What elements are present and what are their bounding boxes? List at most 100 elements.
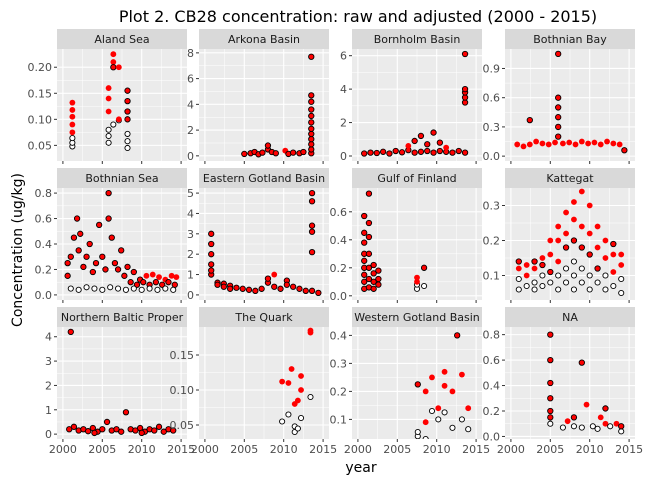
y-tick-label: 0.4 bbox=[35, 238, 53, 251]
raw-point bbox=[428, 407, 436, 415]
raw-point bbox=[618, 428, 625, 435]
raw-and-adjusted-point bbox=[151, 427, 158, 434]
raw-and-adjusted-point bbox=[555, 50, 562, 58]
adjusted-point bbox=[610, 251, 617, 258]
raw-and-adjusted-point bbox=[308, 198, 316, 205]
raw-and-adjusted-point bbox=[113, 426, 120, 433]
facet-strip-label: Eastern Gotland Basin bbox=[203, 172, 325, 185]
raw-and-adjusted-point bbox=[264, 275, 272, 282]
adjusted-point bbox=[604, 138, 610, 145]
raw-point bbox=[578, 279, 585, 286]
facet-strip-label: NA bbox=[562, 311, 578, 324]
raw-and-adjusted-point bbox=[515, 258, 522, 265]
raw-and-adjusted-point bbox=[420, 264, 428, 271]
facet-panel: Gulf of Finland 0.0 0.2 0.4 0.6 bbox=[330, 168, 482, 303]
y-tick-label: 0.6 bbox=[483, 354, 501, 367]
adjusted-point bbox=[459, 371, 465, 378]
y-tick-label: 2 bbox=[45, 379, 52, 392]
raw-and-adjusted-point bbox=[241, 150, 248, 158]
raw-point bbox=[105, 132, 112, 140]
y-tick-label: 0.4 bbox=[330, 234, 348, 247]
raw-and-adjusted-point bbox=[96, 221, 103, 229]
x-tick-label: 2010 bbox=[423, 443, 451, 456]
adjusted-point bbox=[602, 420, 609, 427]
adjusted-point bbox=[571, 216, 577, 223]
facet-strip bbox=[57, 168, 187, 188]
raw-and-adjusted-point bbox=[208, 230, 215, 237]
raw-and-adjusted-point bbox=[67, 328, 74, 336]
adjusted-point bbox=[533, 138, 540, 145]
raw-point bbox=[563, 265, 570, 272]
raw-and-adjusted-point bbox=[308, 125, 315, 132]
facet-strip-label: Western Gotland Basin bbox=[354, 311, 479, 324]
y-tick-label: 0.10 bbox=[170, 384, 195, 397]
adjusted-point bbox=[515, 265, 522, 272]
raw-and-adjusted-point bbox=[547, 414, 554, 421]
adjusted-point bbox=[616, 141, 623, 148]
raw-and-adjusted-point bbox=[77, 230, 84, 237]
raw-and-adjusted-point bbox=[308, 130, 315, 138]
raw-and-adjusted-point bbox=[547, 331, 554, 338]
raw-and-adjusted-point bbox=[252, 287, 259, 294]
y-tick-label: 0.20 bbox=[28, 61, 53, 74]
adjusted-point bbox=[441, 382, 448, 389]
facet-strip bbox=[199, 307, 329, 327]
raw-and-adjusted-point bbox=[92, 259, 100, 267]
raw-and-adjusted-point bbox=[124, 108, 131, 115]
y-tick-label: 1 bbox=[45, 404, 52, 417]
raw-and-adjusted-point bbox=[214, 281, 221, 288]
raw-point bbox=[563, 279, 570, 286]
facet-strip-label: Bothnian Sea bbox=[85, 172, 158, 185]
raw-and-adjusted-point bbox=[99, 426, 106, 433]
adjusted-point bbox=[435, 405, 442, 412]
data-points bbox=[66, 328, 177, 437]
raw-and-adjusted-point bbox=[171, 281, 178, 288]
adjusted-point bbox=[560, 140, 566, 147]
adjusted-point bbox=[563, 230, 569, 237]
x-tick-label: 2000 bbox=[49, 443, 77, 456]
facet-panel: Bothnian Sea 0.0 0.2 0.4 0.6 0.8 bbox=[35, 168, 187, 303]
raw-and-adjusted-point bbox=[370, 261, 377, 269]
raw-and-adjusted-point bbox=[430, 129, 437, 136]
facet-panel: Western Gotland Basin 0.1 0.2 0.3 0.4 2000 200… bbox=[330, 307, 490, 456]
raw-and-adjusted-point bbox=[160, 428, 167, 435]
raw-and-adjusted-point bbox=[370, 278, 377, 285]
raw-and-adjusted-point bbox=[271, 283, 278, 290]
raw-point bbox=[294, 425, 301, 432]
adjusted-point bbox=[555, 237, 562, 244]
raw-and-adjusted-point bbox=[539, 261, 546, 269]
raw-and-adjusted-point bbox=[86, 240, 93, 248]
raw-point bbox=[531, 279, 538, 286]
adjusted-point bbox=[69, 129, 76, 136]
raw-and-adjusted-point bbox=[547, 395, 554, 402]
raw-and-adjusted-point bbox=[73, 215, 81, 222]
raw-and-adjusted-point bbox=[296, 285, 303, 292]
x-tick-label: 2005 bbox=[230, 443, 258, 456]
raw-and-adjusted-point bbox=[449, 149, 456, 156]
y-tick-label: 0.3 bbox=[483, 121, 501, 134]
raw-point bbox=[578, 424, 585, 431]
raw-point bbox=[154, 286, 161, 293]
raw-point bbox=[531, 286, 538, 293]
adjusted-point bbox=[143, 272, 150, 279]
raw-and-adjusted-point bbox=[105, 215, 112, 222]
chart-title: Plot 2. CB28 concentration: raw and adju… bbox=[119, 7, 597, 26]
raw-and-adjusted-point bbox=[308, 98, 315, 105]
raw-point bbox=[285, 411, 292, 418]
x-tick-label: 2015 bbox=[167, 443, 195, 456]
y-tick-label: 4 bbox=[45, 331, 52, 344]
raw-and-adjusted-point bbox=[570, 237, 578, 244]
raw-and-adjusted-point bbox=[308, 287, 316, 294]
adjusted-point bbox=[563, 209, 569, 216]
y-tick-label: 0 bbox=[340, 150, 347, 163]
raw-and-adjusted-point bbox=[308, 222, 316, 229]
adjusted-point bbox=[566, 139, 573, 146]
y-tick-label: 4 bbox=[187, 98, 194, 111]
raw-point bbox=[124, 138, 131, 145]
adjusted-point bbox=[585, 140, 592, 147]
raw-point bbox=[105, 126, 112, 133]
raw-and-adjusted-point bbox=[264, 142, 272, 149]
raw-and-adjusted-point bbox=[373, 149, 380, 157]
facet-panel: Northern Baltic Proper 0 1 2 3 4 2000 2005 2010 2… bbox=[45, 307, 195, 456]
raw-and-adjusted-point bbox=[226, 285, 234, 292]
